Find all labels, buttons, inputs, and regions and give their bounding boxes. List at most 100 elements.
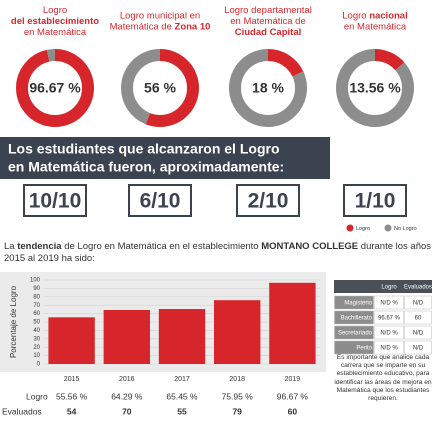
table-cell-text: N/D % bbox=[380, 331, 398, 337]
table-cell bbox=[374, 340, 404, 355]
donut-title: Ciudad Capital bbox=[235, 27, 302, 38]
donut-title: Matemática de Zona 10 bbox=[110, 21, 211, 32]
donut-label: 13.56 % bbox=[349, 80, 401, 96]
table-cell bbox=[334, 340, 374, 355]
donut-title: en Matemática bbox=[24, 27, 87, 38]
title-part: Logro departamental bbox=[224, 5, 312, 16]
x-tick-label: 2017 bbox=[174, 376, 190, 383]
donut-title: Logro departamental bbox=[224, 5, 312, 16]
y-tick-label: 80 bbox=[33, 294, 40, 300]
table-cell bbox=[334, 295, 374, 310]
note: Es importante que analice cada carrera q… bbox=[334, 354, 432, 403]
x-tick-label: 2019 bbox=[285, 376, 301, 383]
count-label: 79 bbox=[232, 406, 242, 416]
table-cell bbox=[374, 310, 404, 325]
intro-part: La bbox=[4, 241, 18, 252]
table-cell-text: Secretariado bbox=[338, 331, 373, 337]
headline: Los estudiantes que alcanzaron el Logro bbox=[8, 141, 280, 157]
title-part: nacional bbox=[369, 10, 408, 21]
bar bbox=[214, 300, 261, 364]
title-part: del establecimiento bbox=[11, 16, 99, 27]
table-cell-text: 60 bbox=[415, 316, 422, 322]
row-label: Logro bbox=[26, 391, 48, 401]
table-cell bbox=[404, 310, 432, 325]
value-label: 96.67 % bbox=[277, 391, 309, 401]
count-label: 54 bbox=[67, 406, 77, 416]
bar bbox=[103, 309, 150, 364]
donut-label: 56 % bbox=[144, 80, 176, 96]
title-part: en Matemática bbox=[344, 21, 407, 32]
y-tick-label: 70 bbox=[33, 303, 40, 309]
donut-title: Logro municipal en bbox=[120, 10, 200, 21]
intro-part: tendencia bbox=[17, 241, 62, 252]
fraction: 6/10 bbox=[140, 190, 181, 213]
title-part: Logro bbox=[43, 5, 67, 16]
fraction: 10/10 bbox=[29, 190, 82, 213]
donut-title: en Matemática bbox=[344, 21, 407, 32]
table-cell-text: 96.67 % bbox=[378, 316, 401, 322]
x-tick-label: 2016 bbox=[119, 376, 135, 383]
table-header bbox=[334, 280, 432, 293]
donut-title: en Matemática de bbox=[230, 16, 306, 27]
y-tick-label: 30 bbox=[33, 336, 40, 342]
bar bbox=[269, 282, 316, 364]
count-label: 70 bbox=[122, 406, 132, 416]
title-part: Logro bbox=[342, 10, 369, 21]
donut-segment bbox=[336, 49, 414, 127]
table-cell-text: Magisterio bbox=[344, 301, 372, 307]
table-cell bbox=[404, 295, 432, 310]
title-part: en Matemática bbox=[24, 27, 87, 38]
title-part: en Matemática de bbox=[230, 16, 306, 27]
title-part: Ciudad Capital bbox=[235, 27, 302, 38]
table-cell-text: N/D bbox=[413, 346, 424, 352]
fraction-box bbox=[23, 184, 87, 217]
x-tick-label: 2015 bbox=[64, 376, 80, 383]
legend-label: Logro bbox=[356, 226, 370, 232]
donut-segment bbox=[336, 49, 414, 127]
donut-segment bbox=[121, 49, 199, 127]
y-tick-label: 0 bbox=[37, 362, 41, 368]
table-cell-text: N/D bbox=[413, 301, 424, 307]
value-label: 75.95 % bbox=[222, 391, 254, 401]
table-cell bbox=[334, 325, 374, 340]
title-part: Logro municipal en bbox=[120, 10, 200, 21]
count-label: 60 bbox=[288, 406, 298, 416]
value-label: 64.29 % bbox=[111, 391, 143, 401]
legend-label: No Logro bbox=[394, 226, 417, 232]
bar bbox=[48, 317, 95, 364]
chart-intro: La tendencia de Logro en Matemática en e… bbox=[4, 241, 432, 265]
donut-segment bbox=[229, 49, 307, 127]
headline-banner bbox=[0, 137, 330, 179]
y-tick-label: 90 bbox=[33, 286, 40, 292]
x-tick-label: 2018 bbox=[229, 376, 245, 383]
intro-part: MONTANO COLLEGE bbox=[261, 241, 359, 252]
y-tick-label: 50 bbox=[33, 320, 40, 326]
fraction: 2/10 bbox=[248, 190, 289, 213]
y-tick-label: 40 bbox=[33, 328, 40, 334]
table-cell-text: Perito bbox=[356, 346, 372, 352]
table-header-cell: Logro bbox=[381, 285, 397, 291]
table-cell-text: Bachillerato bbox=[341, 316, 373, 322]
title-part: Matemática de bbox=[110, 21, 175, 32]
fraction-box bbox=[236, 184, 300, 217]
donut-label: 18 % bbox=[252, 80, 284, 96]
count-label: 55 bbox=[177, 406, 187, 416]
table-cell-text: N/D bbox=[413, 331, 424, 337]
title-part: Zona 10 bbox=[175, 21, 211, 32]
y-tick-label: 60 bbox=[33, 311, 40, 317]
table-cell bbox=[374, 325, 404, 340]
donut-title: Logro bbox=[43, 5, 67, 16]
table-cell-text: N/D % bbox=[380, 301, 398, 307]
table-cell-text: N/D % bbox=[380, 346, 398, 352]
row-label: Evaluados bbox=[2, 406, 42, 416]
table-cell bbox=[374, 295, 404, 310]
bar bbox=[158, 309, 206, 364]
donut-label: 96.67 % bbox=[29, 80, 81, 96]
table-cell bbox=[334, 310, 374, 325]
y-tick-label: 100 bbox=[30, 278, 41, 284]
table-cell bbox=[404, 340, 432, 355]
fraction: 1/10 bbox=[355, 190, 396, 213]
y-tick-label: 20 bbox=[33, 345, 40, 351]
